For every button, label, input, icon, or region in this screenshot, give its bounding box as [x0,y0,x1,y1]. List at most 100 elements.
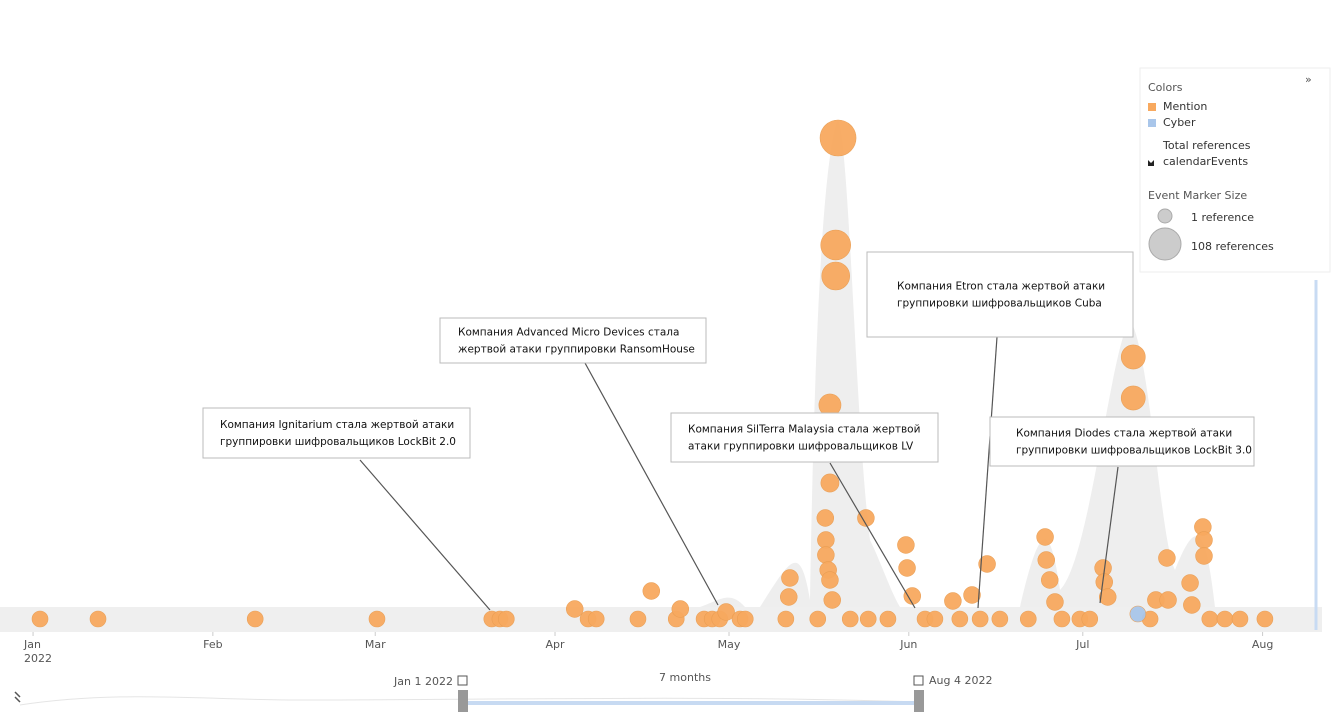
size-swatch [1157,208,1173,224]
event-marker [944,592,962,610]
annotation-text: группировки шифровальщиков LockBit 2.0 [220,436,456,448]
nav-preview [19,696,920,706]
event-marker [1195,547,1213,565]
event-marker [809,610,827,628]
event-marker [1195,531,1213,549]
x-tick-label: Jun [899,638,917,651]
event-marker [1201,610,1219,628]
event-marker [978,555,996,573]
annotation-arrow [584,362,719,606]
event-marker [1095,573,1113,591]
event-marker [1183,596,1201,614]
legend-swatch [1148,119,1156,127]
x-year-label: 2022 [24,652,52,665]
legend-label: Cyber [1163,116,1196,129]
event-marker [821,571,839,589]
legend-label: 1 reference [1191,211,1254,224]
event-marker [1098,588,1117,606]
event-marker [89,610,107,628]
event-marker [841,610,859,628]
legend-title: Event Marker Size [1148,189,1247,202]
legend-label: Mention [1163,100,1207,113]
annotation-box [866,251,1134,338]
event-marker [566,600,584,618]
event-marker [816,509,835,527]
event-marker [1120,385,1146,411]
event-marker [1129,605,1147,623]
legend-label: 108 references [1191,240,1274,253]
nav-handle[interactable] [914,690,924,712]
nav-start: Jan 1 2022 [393,675,453,688]
event-marker [857,509,875,527]
annotation-box [439,317,707,364]
event-marker [1019,610,1037,628]
event-marker [823,591,841,609]
event-marker [1046,593,1064,611]
calendar-icon[interactable] [457,675,468,686]
event-marker [1120,344,1146,370]
nav-span: 7 months [659,671,711,684]
calendar-icon[interactable] [913,675,924,686]
event-marker [1036,528,1054,546]
event-marker [780,588,798,606]
x-tick-label: Apr [546,638,566,651]
event-marker [898,559,916,577]
event-marker [817,531,835,549]
legend-title: Colors [1148,81,1183,94]
annotation-arrow [977,336,998,609]
event-marker [717,603,735,621]
annotation-text: Компания Advanced Micro Devices стала [458,327,679,339]
event-marker [777,610,795,628]
legend: » Colors Mention Cyber Total references … [1139,67,1331,273]
event-marker [1081,610,1099,628]
size-swatch [1148,227,1182,261]
event-marker [879,610,897,628]
x-tick-label: Feb [203,638,222,651]
legend-label: Total references [1162,139,1251,152]
event-marker [1256,610,1274,628]
event-marker [821,261,851,291]
event-marker [736,610,754,628]
event-marker [897,536,915,554]
navigator: Jan 1 2022 7 months Aug 4 2022 [14,671,992,712]
event-marker [926,610,944,628]
event-band [0,607,1322,632]
annotation-text: Компания Etron стала жертвой атаки [897,281,1105,293]
annotation-box [202,407,471,459]
nav-prev[interactable] [14,691,21,703]
event-marker [963,586,981,604]
event-marker [781,569,799,587]
event-marker [368,610,386,628]
event-marker [951,610,969,628]
event-marker [1040,571,1059,589]
annotation-text: атаки группировки шифровальщиков LV [688,441,914,453]
annotation-arrow [1099,466,1119,604]
legend-swatch [1148,103,1156,111]
nav-handle[interactable] [458,690,468,712]
annotation-arrow [829,462,916,609]
event-marker [31,610,49,628]
event-marker [820,473,840,493]
event-marker [1216,610,1234,628]
event-marker [971,610,989,628]
annotation-box [670,412,939,463]
event-marker [1231,610,1249,628]
event-marker [587,610,605,628]
x-tick-label: Jul [1075,638,1089,651]
event-marker [991,610,1009,628]
collapse-icon[interactable]: » [1305,73,1312,86]
annotation-arrow [359,459,491,611]
x-tick-label: Jan [23,638,41,651]
annotation-text: Компания SilTerra Malaysia стала жертвой [688,424,920,436]
event-marker [820,229,852,261]
event-marker [819,119,857,157]
annotation-text: группировки шифровальщиков Cuba [897,298,1102,310]
event-marker [246,610,264,628]
annotation-text: Компания Ignitarium стала жертвой атаки [220,419,454,431]
annotation-box [989,416,1255,467]
events-icon [1148,160,1154,166]
event-marker [903,587,922,605]
event-marker [671,600,690,618]
event-marker [1037,551,1055,569]
x-tick-label: May [718,638,741,651]
